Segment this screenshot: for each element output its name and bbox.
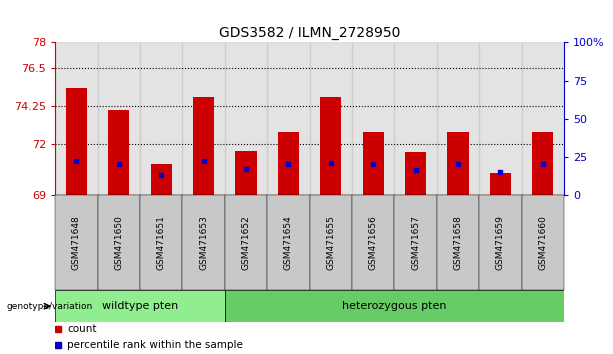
Bar [183, 195, 225, 290]
Text: GSM471655: GSM471655 [326, 215, 335, 270]
Bar [193, 97, 214, 195]
Bar [55, 290, 225, 322]
Bar [522, 195, 564, 290]
Bar [490, 173, 511, 195]
Text: GSM471657: GSM471657 [411, 215, 420, 270]
Text: GSM471654: GSM471654 [284, 215, 293, 270]
Bar [394, 42, 436, 195]
Bar [55, 42, 97, 195]
Text: GSM471659: GSM471659 [496, 215, 505, 270]
Bar [447, 132, 468, 195]
Text: GSM471648: GSM471648 [72, 215, 81, 270]
Bar [479, 195, 522, 290]
Bar [225, 195, 267, 290]
Bar [310, 42, 352, 195]
Bar [66, 88, 87, 195]
Bar [97, 195, 140, 290]
Text: GSM471651: GSM471651 [157, 215, 166, 270]
Bar [267, 42, 310, 195]
Bar [140, 195, 183, 290]
Bar [151, 164, 172, 195]
Text: percentile rank within the sample: percentile rank within the sample [67, 340, 243, 350]
Text: heterozygous pten: heterozygous pten [342, 301, 447, 311]
Bar [522, 42, 564, 195]
Bar [352, 42, 394, 195]
Bar [183, 42, 225, 195]
Text: GSM471656: GSM471656 [368, 215, 378, 270]
Bar [532, 132, 554, 195]
Text: GSM471660: GSM471660 [538, 215, 547, 270]
Bar [436, 195, 479, 290]
Bar [140, 42, 183, 195]
Bar [108, 110, 129, 195]
Bar [225, 290, 564, 322]
Text: count: count [67, 324, 97, 334]
Title: GDS3582 / ILMN_2728950: GDS3582 / ILMN_2728950 [219, 26, 400, 40]
Text: GSM471652: GSM471652 [242, 215, 251, 270]
Bar [97, 42, 140, 195]
Text: GSM471658: GSM471658 [454, 215, 462, 270]
Bar [436, 42, 479, 195]
Bar [320, 97, 341, 195]
Bar [278, 132, 299, 195]
Bar [267, 195, 310, 290]
Bar [479, 42, 522, 195]
Text: GSM471653: GSM471653 [199, 215, 208, 270]
Bar [225, 42, 267, 195]
Bar [235, 151, 257, 195]
Text: wildtype pten: wildtype pten [102, 301, 178, 311]
Bar [394, 195, 436, 290]
Bar [405, 153, 426, 195]
Bar [362, 132, 384, 195]
Text: genotype/variation: genotype/variation [6, 302, 93, 311]
Bar [55, 195, 97, 290]
Bar [352, 195, 394, 290]
Text: GSM471650: GSM471650 [114, 215, 123, 270]
Bar [310, 195, 352, 290]
